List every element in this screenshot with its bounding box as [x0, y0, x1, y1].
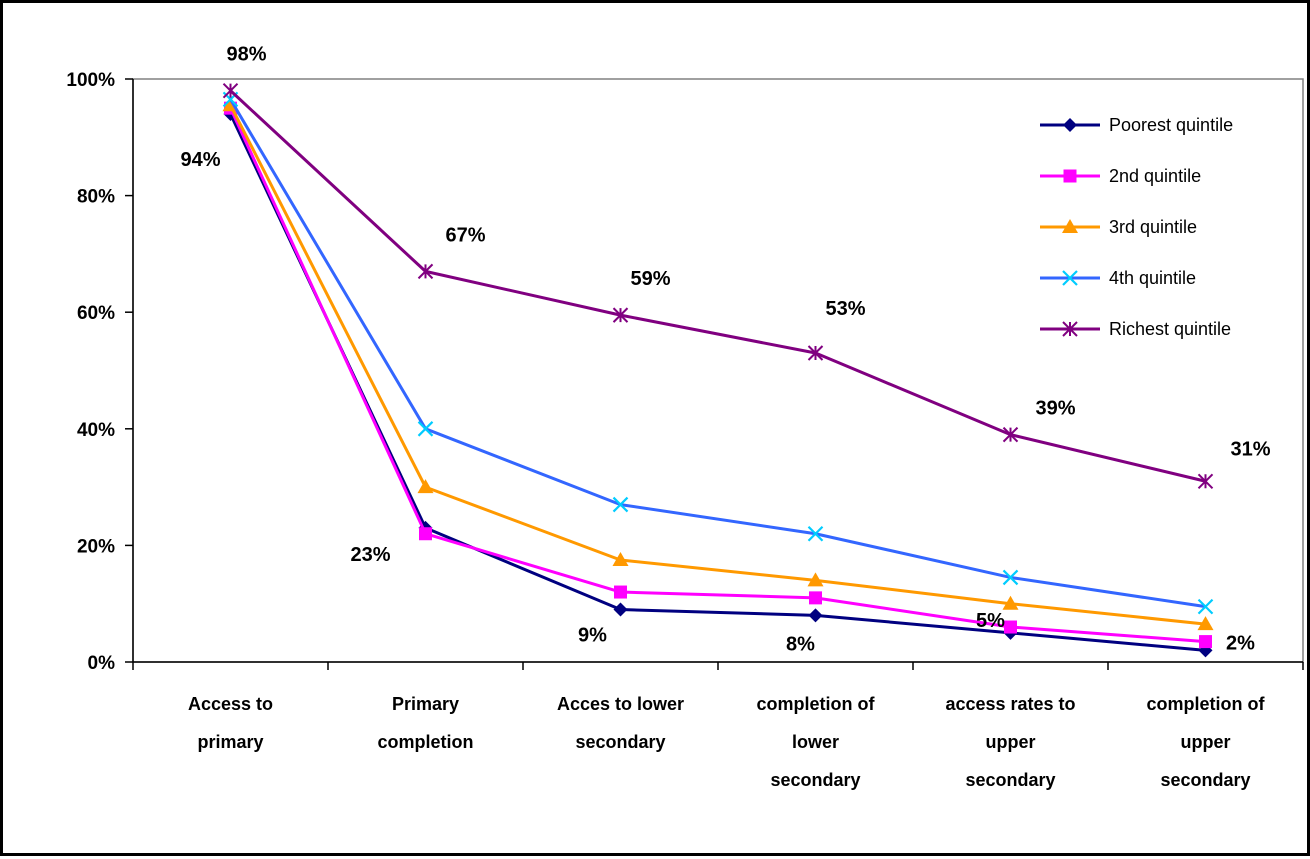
x-category-label: completion of [1147, 694, 1266, 714]
data-point [1002, 426, 1019, 443]
legend-entry: Poorest quintile [1109, 115, 1233, 135]
legend: Poorest quintile 2nd quintile 3rd quintile… [1040, 115, 1233, 339]
data-point [807, 345, 824, 361]
legend-entry: 3rd quintile [1109, 217, 1197, 237]
line-chart: 0% 20% 40% 60% 80% 100% Access to primary Primar… [66, 44, 1304, 790]
data-point [1197, 473, 1214, 489]
data-point [417, 479, 434, 494]
x-category-label: Acces to lower [557, 694, 684, 714]
y-tick-label: 40% [77, 420, 115, 441]
legend-marker [1062, 270, 1078, 286]
data-point [612, 496, 629, 513]
x-category-label: upper [1180, 732, 1230, 752]
legend-marker [1062, 219, 1078, 233]
data-label: 2% [1226, 632, 1255, 654]
data-label: 31% [1230, 438, 1270, 460]
series-line [229, 113, 1206, 652]
data-point [612, 307, 629, 323]
data-point [1197, 598, 1214, 615]
data-label: 39% [1035, 398, 1075, 420]
series-line [229, 107, 1206, 644]
data-point [1002, 569, 1019, 586]
data-label: 23% [350, 544, 390, 566]
data-point [417, 263, 434, 280]
data-point [807, 572, 824, 587]
x-category-label: secondary [1160, 770, 1250, 790]
x-category-label: lower [792, 732, 839, 752]
x-category-label: completion of [757, 694, 876, 714]
x-category-label: upper [985, 732, 1035, 752]
y-tick-label: 20% [77, 536, 115, 557]
series-line [229, 104, 1206, 626]
legend-marker [1063, 118, 1077, 132]
legend-entry: Richest quintile [1109, 319, 1231, 339]
data-label: 53% [825, 298, 865, 320]
data-point [1002, 595, 1019, 610]
data-point [614, 585, 627, 599]
data-point [1199, 635, 1212, 649]
data-point [809, 591, 822, 605]
x-category-label: primary [197, 732, 263, 752]
data-point [417, 421, 434, 437]
x-category-label: access rates to [945, 694, 1075, 714]
legend-marker [1063, 169, 1077, 183]
data-point [222, 82, 239, 99]
legend-entry: 4th quintile [1109, 268, 1196, 288]
y-tick-label: 80% [77, 187, 115, 208]
data-label: 59% [630, 268, 670, 290]
x-category-label: Primary [392, 694, 459, 714]
series-line [229, 89, 1206, 483]
data-point [613, 602, 628, 617]
y-tick-label: 60% [77, 303, 115, 324]
data-point [1004, 620, 1017, 634]
x-category-label: secondary [575, 732, 665, 752]
data-point [808, 608, 823, 623]
data-label: 9% [578, 625, 607, 647]
y-tick-label: 100% [66, 70, 115, 91]
y-tick-label: 0% [88, 653, 116, 674]
data-point [612, 551, 629, 566]
x-category-label: completion [377, 732, 473, 752]
legend-marker [1062, 321, 1078, 337]
data-label: 8% [786, 633, 815, 655]
data-point [1197, 616, 1214, 631]
data-label: 94% [180, 149, 220, 171]
data-point [419, 527, 432, 541]
data-label: 98% [226, 44, 266, 66]
x-category-label: secondary [770, 770, 860, 790]
data-label: 5% [976, 610, 1005, 632]
data-point [807, 525, 824, 542]
series-line [229, 98, 1206, 609]
x-category-label: Access to [188, 694, 273, 714]
x-category-label: secondary [965, 770, 1055, 790]
data-label: 67% [445, 224, 485, 246]
legend-entry: 2nd quintile [1109, 166, 1201, 186]
